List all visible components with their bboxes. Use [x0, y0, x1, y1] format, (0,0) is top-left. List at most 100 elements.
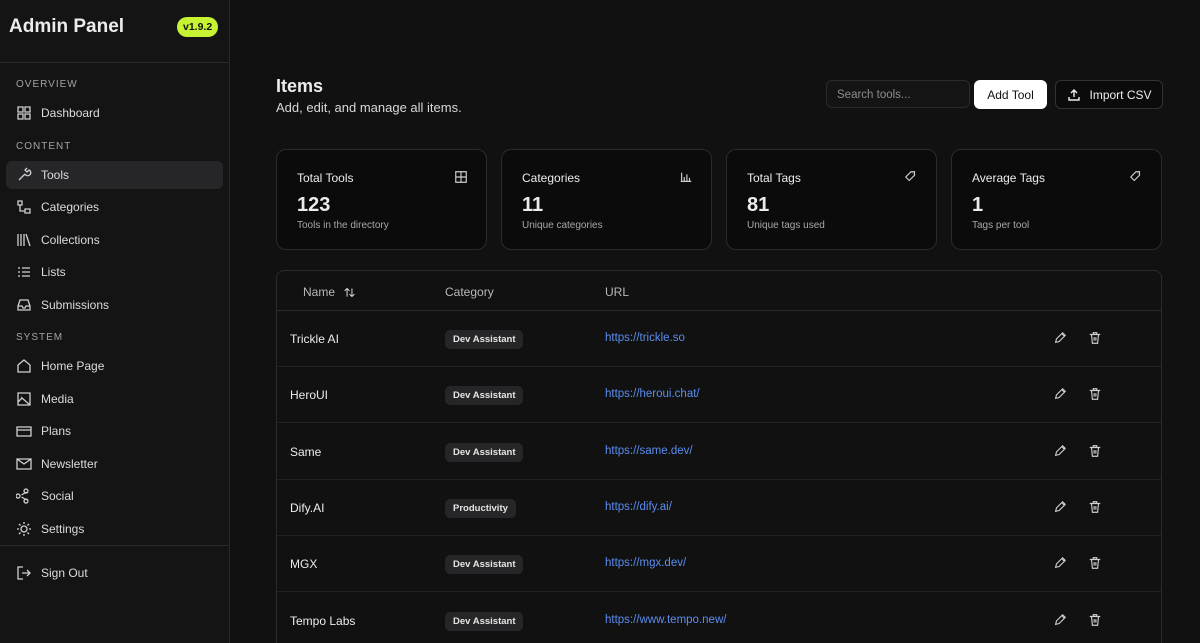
category-badge: Dev Assistant — [445, 330, 524, 349]
nav-icon — [17, 200, 31, 214]
nav-label: Submissions — [41, 297, 110, 312]
edit-icon — [1054, 331, 1067, 344]
table-row: Same Dev Assistant https://same.dev/ — [277, 424, 1161, 480]
search-input[interactable]: Search tools... — [826, 80, 970, 108]
nav-label: Sign Out — [41, 566, 88, 580]
nav-item[interactable]: Tools — [6, 160, 223, 189]
button-label: Import CSV — [1089, 87, 1152, 102]
version-badge: v1.9.2 — [177, 17, 219, 37]
category-badge: Dev Assistant — [445, 611, 524, 631]
nav-icon — [17, 566, 31, 580]
category-badge: Dev Assistant — [445, 442, 524, 462]
cell-url[interactable]: https://heroui.chat/ — [605, 388, 700, 401]
column-label: Name — [303, 285, 336, 299]
import-button[interactable]: Import CSV — [1055, 80, 1163, 109]
stat-value: 11 — [522, 194, 544, 216]
search-placeholder: Search tools... — [837, 89, 911, 101]
sign-out[interactable]: Sign Out — [6, 559, 223, 587]
edit-button[interactable] — [1053, 331, 1067, 350]
edit-button[interactable] — [1053, 500, 1067, 519]
stat-value: 81 — [747, 194, 770, 216]
edit-button[interactable] — [1053, 387, 1067, 406]
stat-note: Tags per tool — [972, 220, 1030, 231]
nav-label: Dashboard — [41, 106, 100, 120]
sort-icon — [344, 287, 355, 297]
nav-item[interactable]: Plans — [6, 417, 223, 445]
table-row: Dify.AI Productivity https://dify.ai/ — [277, 480, 1161, 536]
nav-label: Collections — [41, 232, 100, 247]
nav-label: Social — [41, 489, 74, 503]
stat-card: Categories 11 Unique categories — [501, 149, 712, 250]
column-label: URL — [605, 285, 630, 299]
cell-name: Tempo Labs — [290, 613, 356, 628]
nav-label: Newsletter — [41, 456, 98, 471]
delete-icon — [1089, 332, 1101, 344]
nav-label: Plans — [41, 424, 72, 438]
category-badge: Dev Assistant — [445, 555, 524, 575]
stat-label: Average Tags — [972, 171, 1045, 185]
divider — [0, 545, 229, 546]
edit-icon — [1054, 613, 1067, 625]
delete-icon — [1089, 501, 1101, 513]
cell-url[interactable]: https://mgx.dev/ — [605, 557, 687, 570]
nav-item[interactable]: Social — [6, 482, 223, 510]
edit-button[interactable] — [1053, 556, 1067, 575]
nav-icon — [16, 426, 32, 437]
nav-icon — [17, 106, 31, 120]
nav-icon — [16, 457, 32, 470]
nav-item[interactable]: Lists — [6, 258, 223, 286]
nav-icon — [18, 267, 30, 277]
cell-url[interactable]: https://same.dev/ — [605, 444, 693, 457]
category-badge: Productivity — [445, 498, 516, 518]
delete-button[interactable] — [1088, 331, 1102, 350]
app-title: Admin Panel — [9, 16, 125, 37]
delete-button[interactable] — [1088, 500, 1102, 519]
cell-name: Trickle AI — [290, 332, 339, 346]
page-title: Items — [276, 76, 324, 96]
nav-item[interactable]: Media — [6, 385, 223, 413]
nav-icon — [17, 233, 31, 246]
cell-url[interactable]: https://www.tempo.new/ — [605, 613, 727, 626]
nav-item[interactable]: Categories — [6, 193, 223, 221]
stat-icon — [455, 171, 467, 183]
cell-category: Dev Assistant — [445, 554, 524, 575]
cell-url[interactable]: https://dify.ai/ — [605, 500, 672, 513]
section-heading: CONTENT — [16, 140, 72, 152]
stat-icon — [904, 171, 916, 182]
section-heading: SYSTEM — [16, 332, 64, 343]
delete-icon — [1089, 444, 1101, 457]
nav-item[interactable]: Settings — [6, 515, 223, 543]
category-badge: Dev Assistant — [445, 386, 524, 406]
nav-icon — [17, 298, 31, 311]
add-button[interactable]: Add Tool — [974, 80, 1047, 109]
table-row: MGX Dev Assistant https://mgx.dev/ — [277, 536, 1161, 593]
edit-icon — [1054, 500, 1067, 513]
nav-item[interactable]: Newsletter — [6, 450, 223, 478]
edit-button[interactable] — [1053, 613, 1067, 632]
table-row: Trickle AI Dev Assistant https://trickle.s… — [277, 311, 1161, 367]
nav-icon — [18, 167, 32, 180]
column-header[interactable]: Name — [303, 285, 356, 299]
nav-label: Home Page — [41, 359, 105, 373]
nav-icon — [17, 521, 31, 536]
delete-button[interactable] — [1088, 387, 1102, 406]
nav-label: Categories — [41, 200, 100, 214]
section-heading: OVERVIEW — [16, 79, 78, 90]
edit-icon — [1054, 388, 1067, 400]
delete-button[interactable] — [1088, 613, 1102, 632]
nav-label: Lists — [41, 265, 66, 279]
column-label: Category — [445, 285, 494, 299]
nav-item[interactable]: Home Page — [6, 352, 223, 380]
delete-button[interactable] — [1088, 556, 1102, 575]
nav-item[interactable]: Submissions — [6, 291, 223, 319]
nav-item[interactable]: Collections — [6, 226, 223, 254]
delete-button[interactable] — [1088, 444, 1102, 463]
stat-value: 1 — [972, 194, 984, 216]
cell-url[interactable]: https://trickle.so — [605, 332, 685, 344]
nav-label: Tools — [41, 167, 70, 182]
cell-name: Same — [290, 444, 322, 459]
nav-item[interactable]: Dashboard — [6, 99, 223, 127]
edit-button[interactable] — [1053, 444, 1067, 463]
